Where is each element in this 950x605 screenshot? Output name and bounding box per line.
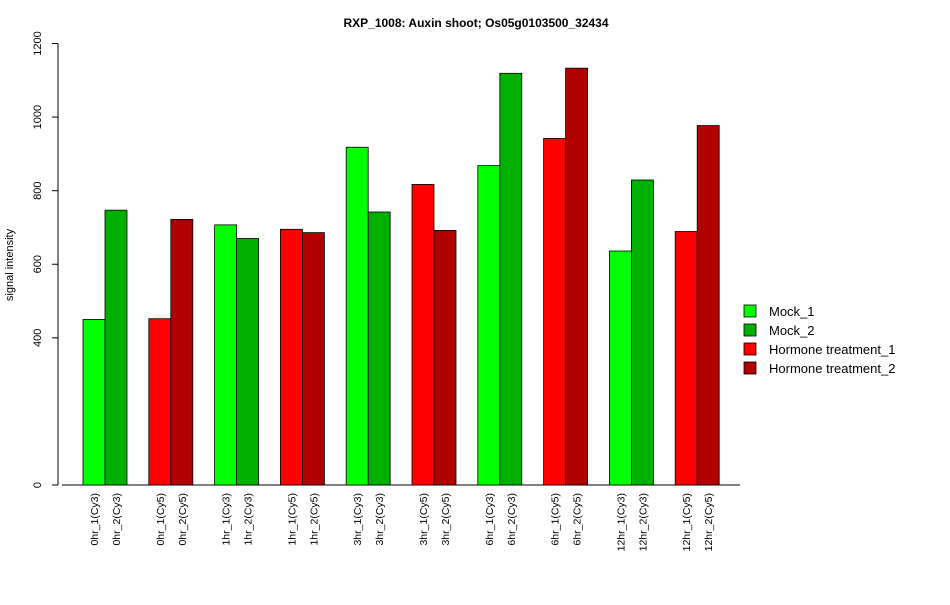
bar: [279, 228, 303, 486]
x-tick-label: 12hr_2(Cy3): [637, 493, 649, 551]
x-tick-label: 1hr_2(Cy5): [308, 493, 320, 546]
bar: [674, 231, 698, 486]
x-tick-label: 3hr_2(Cy5): [440, 493, 452, 546]
y-axis: 0 400 600 800 1000 1200: [32, 31, 59, 488]
y-tick-label: 0: [32, 482, 44, 488]
legend: Mock_1 Mock_2 Hormone treatment_1 Hormone t…: [743, 304, 895, 376]
x-tick-label: 6hr_1(Cy5): [550, 493, 562, 546]
bar: [411, 184, 435, 486]
y-tick-label: 800: [32, 181, 44, 199]
bar: [433, 230, 457, 486]
x-tick-label: 3hr_1(Cy5): [418, 493, 430, 546]
bar: [236, 238, 260, 486]
x-tick-label: 1hr_1(Cy5): [286, 493, 298, 546]
x-tick-label: 12hr_2(Cy5): [703, 493, 715, 551]
bar: [367, 211, 391, 486]
legend-entry: Mock_2: [769, 323, 815, 338]
x-tick-label: 0hr_2(Cy5): [177, 493, 189, 546]
x-tick-label: 12hr_1(Cy5): [681, 493, 693, 551]
legend-swatch: [743, 342, 757, 356]
x-tick-label: 3hr_2(Cy3): [374, 493, 386, 546]
x-tick-label: 6hr_2(Cy5): [572, 493, 584, 546]
x-tick-label: 1hr_2(Cy3): [243, 493, 255, 546]
x-tick-label: 1hr_1(Cy3): [221, 493, 233, 546]
bar: [345, 146, 369, 486]
bar: [499, 72, 523, 486]
x-tick-label: 0hr_1(Cy3): [89, 493, 101, 546]
x-tick-label: 0hr_1(Cy5): [155, 493, 167, 546]
legend-entry: Hormone treatment_2: [769, 361, 895, 376]
bar: [214, 224, 238, 486]
bars: [82, 67, 720, 486]
y-tick-label: 1000: [32, 105, 44, 129]
x-tick-label: 6hr_2(Cy3): [506, 493, 518, 546]
bar: [477, 165, 501, 486]
bar: [696, 125, 720, 486]
x-tick-label: 0hr_2(Cy3): [111, 493, 123, 546]
x-tick-label: 3hr_1(Cy3): [352, 493, 364, 546]
legend-swatch: [743, 361, 757, 375]
legend-entry: Hormone treatment_1: [769, 342, 895, 357]
bar: [543, 138, 566, 486]
bar: [609, 250, 632, 486]
bar: [148, 318, 172, 486]
chart-title: RXP_1008: Auxin shoot; Os05g0103500_3243…: [343, 16, 608, 30]
bar: [104, 209, 128, 486]
x-tick-label: 6hr_1(Cy3): [484, 493, 496, 546]
bar: [631, 179, 654, 486]
legend-swatch: [743, 323, 757, 337]
x-tick-label: 12hr_1(Cy3): [615, 493, 627, 551]
x-tick-labels: 0hr_1(Cy3) 0hr_2(Cy3) 0hr_1(Cy5) 0hr_2(Cy5)…: [89, 493, 715, 551]
bar: [82, 319, 106, 486]
legend-swatch: [743, 304, 757, 318]
y-tick-label: 600: [32, 255, 44, 273]
bar: [170, 218, 194, 486]
bar: [301, 232, 325, 486]
y-tick-label: 400: [32, 329, 44, 347]
y-tick-label: 1200: [32, 31, 44, 55]
bar: [565, 67, 588, 486]
legend-entry: Mock_1: [769, 304, 815, 319]
y-axis-label: signal intensity: [4, 228, 16, 301]
